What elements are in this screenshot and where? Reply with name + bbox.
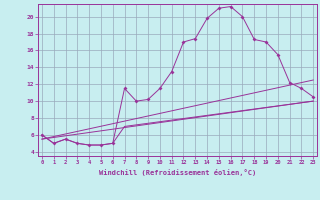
X-axis label: Windchill (Refroidissement éolien,°C): Windchill (Refroidissement éolien,°C): [99, 169, 256, 176]
